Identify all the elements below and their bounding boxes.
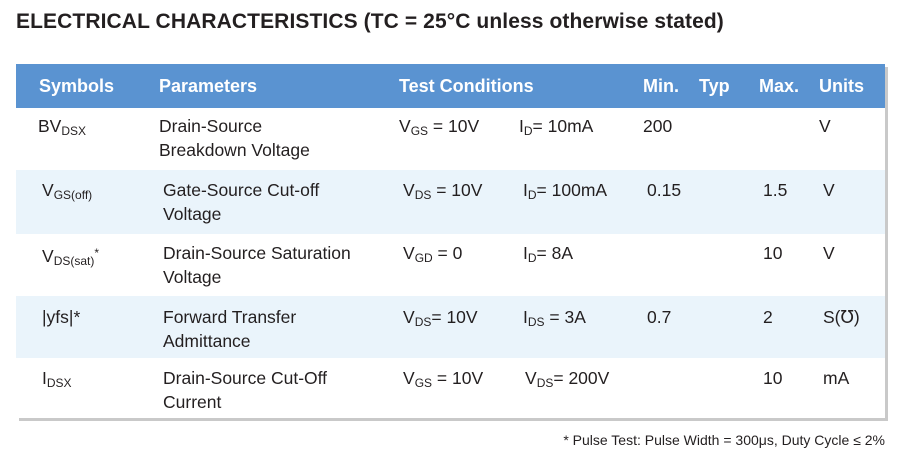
condition-2-cell: VDS= 200V: [525, 368, 610, 390]
condition-2-cell: ID= 10mA: [519, 116, 594, 138]
units-cell: V: [823, 243, 835, 263]
parameter-cell: Drain-Source Breakdown Voltage: [159, 116, 310, 160]
condition-1-cell: VGD = 0: [403, 243, 463, 265]
parameter-cell: Drain-Source Saturation Voltage: [163, 243, 351, 287]
condition-1-cell: VGS = 10V: [403, 368, 484, 390]
symbol-cell: IDSX: [42, 368, 72, 390]
min-cell: 200: [643, 116, 673, 136]
header-min: Min.: [643, 76, 679, 96]
header-units: Units: [819, 76, 864, 96]
parameter-cell: Drain-Source Cut-Off Current: [163, 368, 328, 412]
header-test-conditions: Test Conditions: [399, 76, 534, 96]
table-row: IDSX Drain-Source Cut-Off Current VGS = 1…: [16, 358, 885, 418]
units-cell: V: [823, 180, 835, 200]
max-cell: 2: [763, 307, 773, 327]
symbol-cell: BVDSX: [38, 116, 87, 138]
header-symbols: Symbols: [39, 76, 115, 96]
units-cell: S(℧): [823, 307, 860, 327]
max-cell: 1.5: [763, 180, 788, 200]
parameter-cell: Gate-Source Cut-off Voltage: [163, 180, 320, 224]
table-row: |yfs|* Forward Transfer Admittance VDS= 1…: [16, 296, 885, 358]
units-cell: mA: [823, 368, 850, 388]
characteristics-table: Symbols Parameters Test Conditions Min. …: [16, 64, 885, 418]
condition-2-cell: IDS = 3A: [523, 307, 586, 329]
header-typ: Typ: [699, 76, 730, 96]
header-max: Max.: [759, 76, 800, 96]
footnote: * Pulse Test: Pulse Width = 300μs, Duty …: [563, 432, 885, 448]
condition-1-cell: VDS = 10V: [403, 180, 483, 202]
max-cell: 10: [763, 243, 783, 263]
condition-1-cell: VDS= 10V: [403, 307, 478, 329]
table-row: VDS(sat)* Drain-Source Saturation Voltage…: [16, 234, 885, 296]
table-row: BVDSX Drain-Source Breakdown Voltage VGS …: [16, 108, 885, 170]
min-cell: 0.7: [647, 307, 672, 327]
table-header: Symbols Parameters Test Conditions Min. …: [16, 64, 885, 108]
parameter-cell: Forward Transfer Admittance: [163, 307, 297, 351]
symbol-cell: VGS(off): [42, 180, 93, 202]
page-title: ELECTRICAL CHARACTERISTICS (TC = 25°C un…: [16, 10, 724, 33]
min-cell: 0.15: [647, 180, 682, 200]
max-cell: 10: [763, 368, 783, 388]
condition-2-cell: ID= 8A: [523, 243, 574, 265]
symbol-cell: VDS(sat)*: [42, 246, 100, 268]
header-parameters: Parameters: [159, 76, 258, 96]
table-row: VGS(off) Gate-Source Cut-off Voltage VDS …: [16, 170, 885, 234]
condition-2-cell: ID= 100mA: [523, 180, 608, 202]
symbol-cell: |yfs|*: [42, 307, 81, 327]
condition-1-cell: VGS = 10V: [399, 116, 480, 138]
units-cell: V: [819, 116, 831, 136]
